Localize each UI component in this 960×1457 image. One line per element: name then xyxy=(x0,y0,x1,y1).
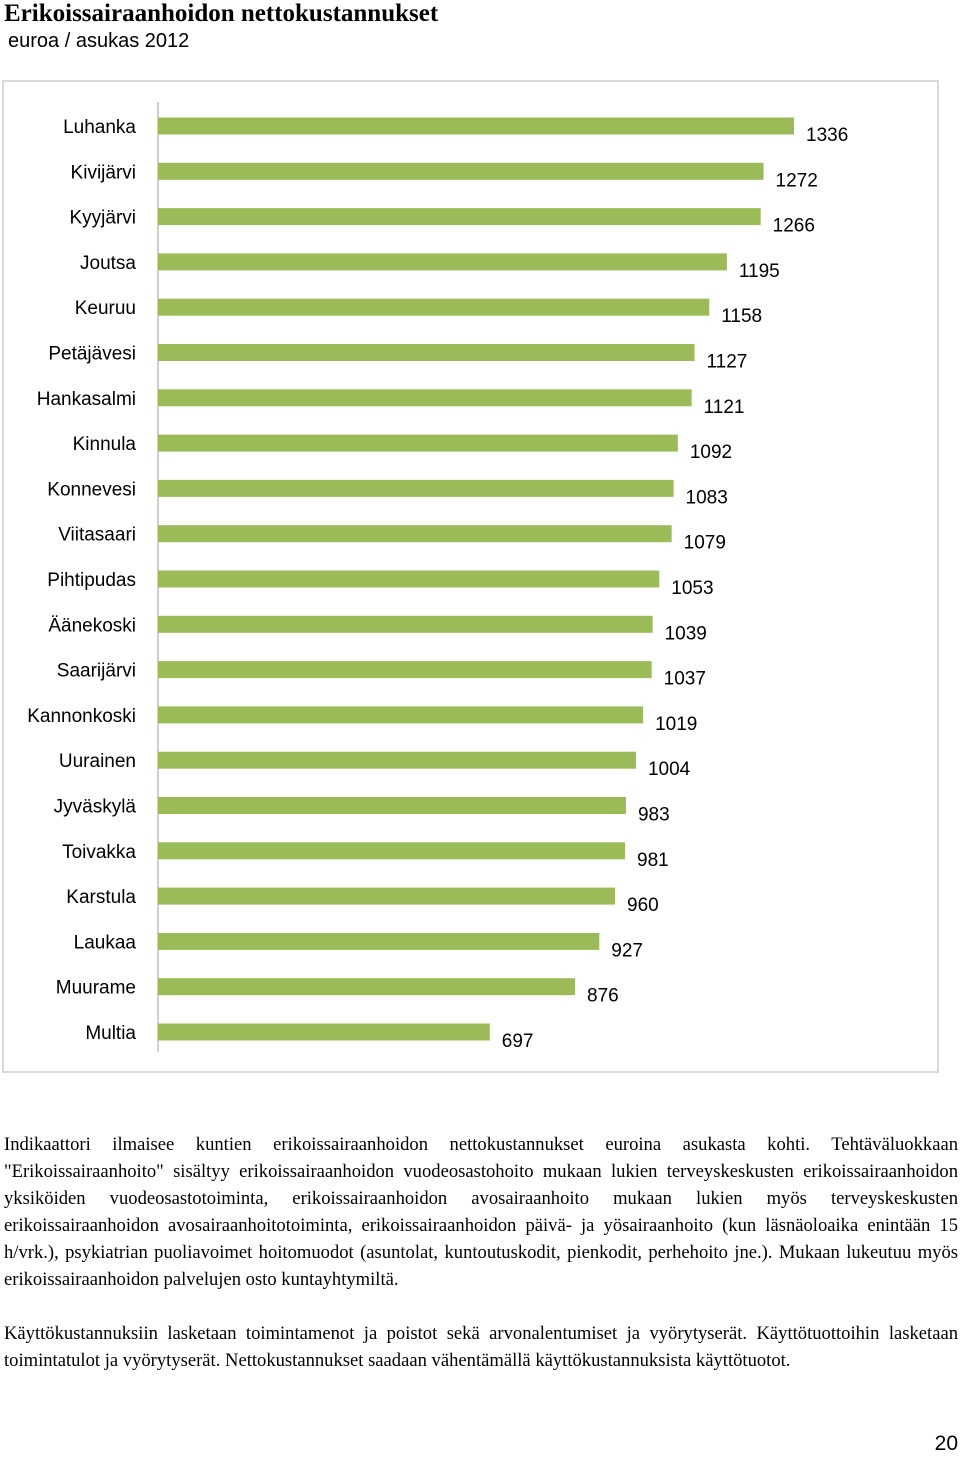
category-label: Petäjävesi xyxy=(48,344,136,365)
bar xyxy=(158,389,692,407)
bar xyxy=(158,344,695,361)
data-label: 1004 xyxy=(648,759,691,780)
category-label: Uurainen xyxy=(59,751,136,772)
page-number: 20 xyxy=(934,1432,958,1455)
bar xyxy=(158,1023,490,1041)
data-label: 1053 xyxy=(671,578,713,599)
data-label: 1158 xyxy=(721,306,762,327)
bar xyxy=(158,117,794,135)
category-label: Joutsa xyxy=(80,253,136,274)
bar xyxy=(158,887,616,905)
category-label: Laukaa xyxy=(74,932,137,953)
data-label: 1336 xyxy=(806,125,848,146)
category-label: Pihtipudas xyxy=(47,570,136,591)
bar xyxy=(158,479,674,497)
description: Indikaattori ilmaisee kuntien erikoissai… xyxy=(4,1131,958,1374)
bar xyxy=(158,298,710,316)
data-label: 927 xyxy=(611,940,643,961)
bar-chart: Luhanka 1336 Kivijärvi 1272 Kyyjärvi 1266 Jout… xyxy=(27,102,848,1052)
bar xyxy=(158,751,636,769)
category-label: Multia xyxy=(85,1023,136,1044)
data-label: 1019 xyxy=(655,714,697,735)
bar xyxy=(158,570,660,588)
bar xyxy=(158,797,626,814)
data-label: 1195 xyxy=(739,261,780,282)
category-label: Viitasaari xyxy=(58,525,136,546)
bar xyxy=(158,208,761,226)
category-label: Luhanka xyxy=(63,117,136,138)
data-label: 1039 xyxy=(665,623,707,644)
data-label: 876 xyxy=(587,986,619,1007)
data-label: 960 xyxy=(627,895,659,916)
category-label: Saarijärvi xyxy=(57,661,136,682)
category-label: Kivijärvi xyxy=(71,162,136,183)
bar xyxy=(158,253,727,271)
category-label: Konnevesi xyxy=(47,479,136,500)
description-paragraph-1: Indikaattori ilmaisee kuntien erikoissai… xyxy=(4,1134,958,1290)
category-label: Hankasalmi xyxy=(37,389,136,410)
data-label: 1083 xyxy=(686,487,728,508)
category-label: Äänekoski xyxy=(48,615,136,636)
chart-subtitle: euroa / asukas 2012 xyxy=(8,30,190,52)
page-title: Erikoissairaanhoidon nettokustannukset xyxy=(4,0,439,27)
category-label: Kyyjärvi xyxy=(69,208,136,229)
description-paragraph-2: Käyttökustannuksiin lasketaan toimintame… xyxy=(4,1323,958,1371)
data-label: 981 xyxy=(637,850,669,871)
bar xyxy=(158,615,653,633)
category-label: Kannonkoski xyxy=(27,706,136,727)
bar xyxy=(158,932,600,950)
chart-area: Luhanka 1336 Kivijärvi 1272 Kyyjärvi 1266 Jout… xyxy=(2,80,939,1073)
data-label: 1272 xyxy=(776,170,818,191)
bar xyxy=(158,525,672,543)
bar xyxy=(158,706,644,724)
data-label: 697 xyxy=(502,1031,534,1052)
data-label: 1127 xyxy=(707,352,748,373)
category-label: Kinnula xyxy=(73,434,137,455)
data-label: 1079 xyxy=(684,533,726,554)
bar xyxy=(158,978,576,996)
data-label: 1092 xyxy=(690,442,732,463)
bar xyxy=(158,162,764,180)
data-label: 1037 xyxy=(664,669,706,690)
category-label: Keuruu xyxy=(75,298,136,319)
category-label: Toivakka xyxy=(62,842,136,863)
category-label: Jyväskylä xyxy=(54,797,137,818)
data-label: 1121 xyxy=(704,397,745,418)
bar xyxy=(158,434,678,452)
data-label: 1266 xyxy=(773,216,815,237)
category-label: Karstula xyxy=(66,887,136,908)
bar xyxy=(158,842,626,860)
bar xyxy=(158,661,652,679)
category-label: Muurame xyxy=(56,978,136,999)
data-label: 983 xyxy=(638,805,670,826)
